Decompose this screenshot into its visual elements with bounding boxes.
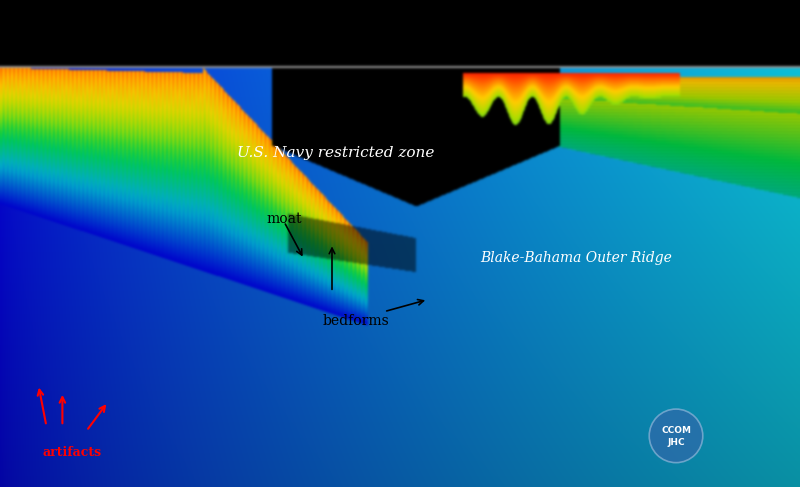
Text: moat: moat <box>266 212 302 226</box>
Text: Blake-Bahama Outer Ridge: Blake-Bahama Outer Ridge <box>480 251 672 265</box>
Text: CCOM: CCOM <box>661 426 691 435</box>
Text: U.S. Navy restricted zone: U.S. Navy restricted zone <box>238 147 434 160</box>
Text: artifacts: artifacts <box>42 446 102 459</box>
Text: JHC: JHC <box>667 438 685 447</box>
Circle shape <box>650 409 702 463</box>
Text: bedforms: bedforms <box>322 314 390 328</box>
